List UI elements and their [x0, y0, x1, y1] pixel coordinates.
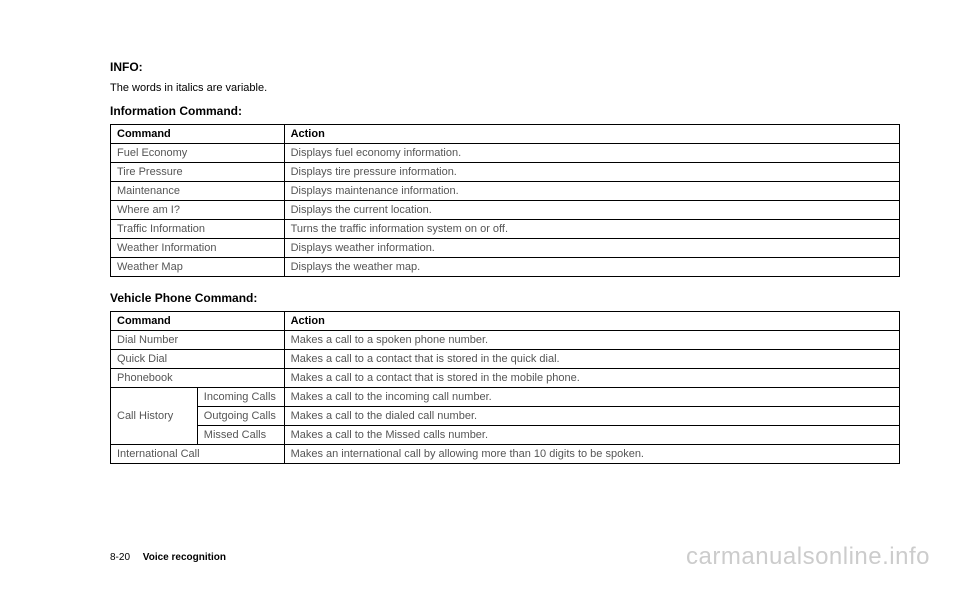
command-cell: Call History: [111, 388, 198, 445]
header-command: Command: [111, 312, 285, 331]
page-footer: 8-20 Voice recognition: [110, 552, 226, 563]
header-action: Action: [284, 312, 899, 331]
page-number: 8-20: [110, 552, 130, 563]
table-header-row: Command Action: [111, 312, 900, 331]
command-cell: International Call: [111, 445, 285, 464]
table-row: International Call Makes an internationa…: [111, 445, 900, 464]
action-cell: Displays maintenance information.: [284, 182, 899, 201]
action-cell: Makes a call to a contact that is stored…: [284, 350, 899, 369]
info-text: The words in italics are variable.: [110, 82, 900, 94]
table-row: Dial Number Makes a call to a spoken pho…: [111, 331, 900, 350]
action-cell: Makes a call to the dialed call number.: [284, 407, 899, 426]
command-cell: Where am I?: [111, 201, 285, 220]
command-cell: Dial Number: [111, 331, 285, 350]
table-row: Weather Map Displays the weather map.: [111, 258, 900, 277]
action-cell: Makes an international call by allowing …: [284, 445, 899, 464]
table-row: Call History Incoming Calls Makes a call…: [111, 388, 900, 407]
subcommand-cell: Outgoing Calls: [197, 407, 284, 426]
info-label: INFO:: [110, 60, 900, 74]
command-cell: Phonebook: [111, 369, 285, 388]
action-cell: Turns the traffic information system on …: [284, 220, 899, 239]
vehicle-phone-command-title: Vehicle Phone Command:: [110, 291, 900, 305]
action-cell: Displays fuel economy information.: [284, 144, 899, 163]
command-cell: Maintenance: [111, 182, 285, 201]
command-cell: Fuel Economy: [111, 144, 285, 163]
table-row: Quick Dial Makes a call to a contact tha…: [111, 350, 900, 369]
action-cell: Makes a call to the incoming call number…: [284, 388, 899, 407]
command-cell: Quick Dial: [111, 350, 285, 369]
table-row: Traffic Information Turns the traffic in…: [111, 220, 900, 239]
command-cell: Weather Information: [111, 239, 285, 258]
table-row: Tire Pressure Displays tire pressure inf…: [111, 163, 900, 182]
table-row: Weather Information Displays weather inf…: [111, 239, 900, 258]
header-action: Action: [284, 125, 899, 144]
table-row: Maintenance Displays maintenance informa…: [111, 182, 900, 201]
table-row: Where am I? Displays the current locatio…: [111, 201, 900, 220]
section-name: Voice recognition: [143, 552, 226, 563]
action-cell: Makes a call to the Missed calls number.: [284, 426, 899, 445]
information-command-table: Command Action Fuel Economy Displays fue…: [110, 124, 900, 277]
table-header-row: Command Action: [111, 125, 900, 144]
table-row: Phonebook Makes a call to a contact that…: [111, 369, 900, 388]
header-command: Command: [111, 125, 285, 144]
action-cell: Makes a call to a contact that is stored…: [284, 369, 899, 388]
subcommand-cell: Incoming Calls: [197, 388, 284, 407]
action-cell: Displays tire pressure information.: [284, 163, 899, 182]
table-row: Outgoing Calls Makes a call to the diale…: [111, 407, 900, 426]
vehicle-phone-command-table: Command Action Dial Number Makes a call …: [110, 311, 900, 464]
action-cell: Displays the current location.: [284, 201, 899, 220]
action-cell: Displays weather information.: [284, 239, 899, 258]
command-cell: Tire Pressure: [111, 163, 285, 182]
command-cell: Traffic Information: [111, 220, 285, 239]
subcommand-cell: Missed Calls: [197, 426, 284, 445]
command-cell: Weather Map: [111, 258, 285, 277]
table-row: Fuel Economy Displays fuel economy infor…: [111, 144, 900, 163]
table-row: Missed Calls Makes a call to the Missed …: [111, 426, 900, 445]
action-cell: Makes a call to a spoken phone number.: [284, 331, 899, 350]
action-cell: Displays the weather map.: [284, 258, 899, 277]
watermark: carmanualsonline.info: [686, 543, 930, 571]
information-command-title: Information Command:: [110, 104, 900, 118]
